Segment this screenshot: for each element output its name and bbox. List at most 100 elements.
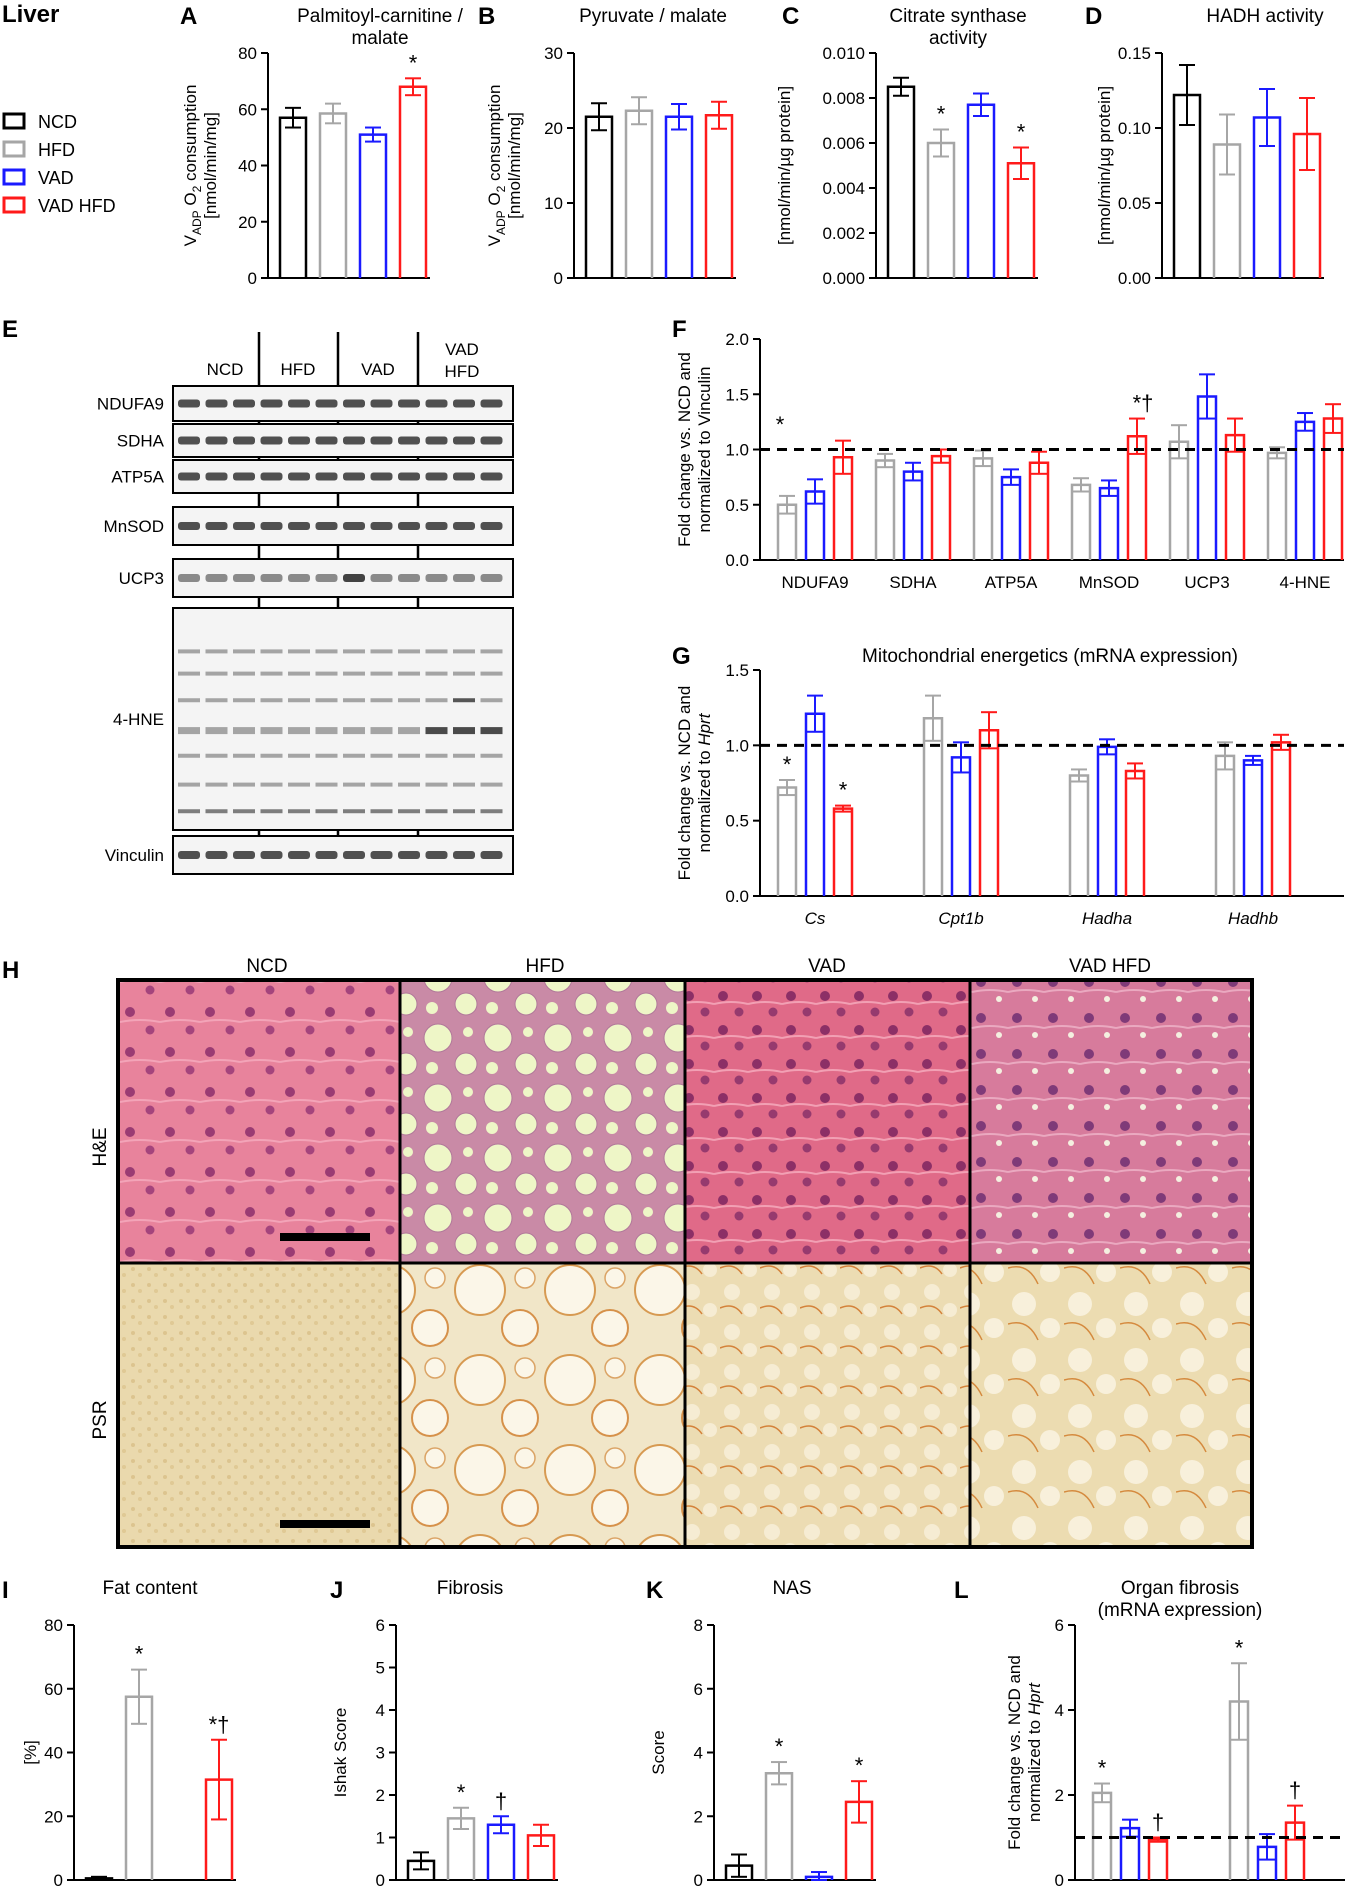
wb-band [370, 809, 393, 814]
wb-band [260, 809, 283, 814]
significance-marker: * [775, 1734, 784, 1759]
y-tick-label: 20 [238, 213, 257, 232]
wb-protein-label: ATP5A [111, 468, 164, 487]
bar-vad-hfd [704, 114, 734, 278]
chart-l: 0 2 4 6 Fold change vs. NCD and normalized to… [1005, 1616, 1345, 1889]
wb-band [480, 522, 503, 530]
histo-he-vad [685, 980, 970, 1263]
wb-band [370, 727, 393, 735]
y-tick-label: 0 [554, 269, 563, 288]
panel-label-a: A [180, 3, 197, 30]
y-axis-label: [nmol/min/µg protein] [775, 86, 794, 245]
wb-band [425, 436, 448, 445]
wb-band [453, 436, 475, 445]
panel-label-g: G [672, 643, 691, 670]
wb-band [178, 851, 200, 859]
wb-protein-label: 4-HNE [113, 710, 164, 729]
wb-band [453, 753, 475, 758]
panel-label-h: H [2, 957, 19, 984]
y-axis-label: Score [649, 1730, 668, 1774]
y-axis-label-part: normalized to [1025, 1715, 1044, 1822]
bar-ncd [584, 115, 614, 278]
chart-c: 0.000 0.002 0.004 0.006 0.008 0.010 [nmol/min/… [775, 44, 1038, 288]
category-label: Cs [805, 909, 826, 928]
y-axis-label-part: O [181, 192, 200, 210]
wb-band [480, 436, 503, 445]
wb-band [453, 472, 475, 481]
wb-group-hfd: HFD [281, 360, 316, 379]
wb-band [370, 436, 393, 445]
bar-vad [1294, 420, 1316, 560]
wb-band [260, 399, 283, 408]
bar-vad-hfd [1147, 1838, 1169, 1880]
wb-band [178, 698, 200, 703]
bar-hfd [1266, 451, 1288, 560]
wb-band [205, 472, 228, 481]
wb-band [398, 671, 420, 676]
y-axis-label-part: V [485, 234, 504, 246]
histology-grid: NCD HFD VAD VAD HFD H&E PSR [90, 956, 1254, 1549]
panel-b-title: Pyruvate / malate [579, 6, 727, 27]
wb-band [398, 399, 420, 408]
y-tick-label: 6 [694, 1680, 703, 1699]
y-axis-label-part: 2 [190, 185, 204, 192]
wb-band [370, 851, 393, 859]
panel-l-title-line2: (mRNA expression) [1098, 1600, 1263, 1621]
wb-band [370, 522, 393, 530]
wb-band [398, 782, 420, 787]
wb-band [425, 753, 448, 758]
y-tick-label: 40 [238, 157, 257, 176]
wb-band [205, 809, 228, 814]
y-axis-label-part: Hprt [1025, 1682, 1044, 1715]
wb-band [398, 649, 420, 654]
category-label: NDUFA9 [781, 573, 848, 592]
wb-band [343, 698, 365, 703]
wb-band [343, 671, 365, 676]
wb-band [398, 574, 420, 582]
wb-band [370, 574, 393, 582]
y-tick-label: 0.0 [725, 551, 749, 570]
significance-marker: * [1098, 1756, 1107, 1781]
wb-band [315, 851, 338, 859]
y-axis-label-part: normalized to Vinculin [695, 367, 714, 533]
wb-band [260, 436, 283, 445]
panel-g-title: Mitochondrial energetics (mRNA expressio… [862, 646, 1238, 667]
panel-label-i: I [2, 1577, 9, 1604]
panel-label-k: K [646, 1577, 664, 1604]
bar-vad-hfd [398, 85, 428, 278]
wb-band [425, 809, 448, 814]
wb-band [260, 574, 283, 582]
legend-swatch-ncd [2, 112, 26, 130]
bar-vad-hfd [1124, 769, 1146, 896]
legend-label-vad: VAD [38, 168, 74, 188]
significance-marker: * [937, 102, 946, 127]
wb-band [233, 698, 255, 703]
y-axis-label-line2: normalized to Hprt [695, 712, 714, 852]
category-label: Hadhb [1228, 909, 1278, 928]
legend-label-hfd: HFD [38, 140, 75, 160]
y-tick-label: 20 [44, 1807, 63, 1826]
y-tick-label: 1.5 [725, 661, 749, 680]
western-blot: NCD HFD VAD VAD HFD NDUFA9 SDHA ATP5A MnSOD… [97, 332, 514, 875]
wb-band [288, 472, 310, 481]
histo-row-psr: PSR [90, 1400, 111, 1439]
panel-label-b: B [478, 3, 495, 30]
wb-band [398, 472, 420, 481]
histo-psr-vad [685, 1263, 970, 1547]
wb-band [315, 727, 338, 735]
wb-band [425, 472, 448, 481]
wb-band [315, 698, 338, 703]
panel-label-f: F [672, 316, 687, 343]
y-tick-label: 0.008 [822, 89, 865, 108]
y-tick-label: 4 [376, 1701, 385, 1720]
wb-band [453, 522, 475, 530]
bar-vad [1098, 486, 1120, 560]
y-axis-label-part: ADP [494, 210, 508, 235]
panel-label-d: D [1085, 3, 1102, 30]
wb-band [205, 436, 228, 445]
wb-band [233, 649, 255, 654]
wb-band [288, 399, 310, 408]
wb-band [315, 671, 338, 676]
wb-band [480, 753, 503, 758]
wb-band [343, 851, 365, 859]
